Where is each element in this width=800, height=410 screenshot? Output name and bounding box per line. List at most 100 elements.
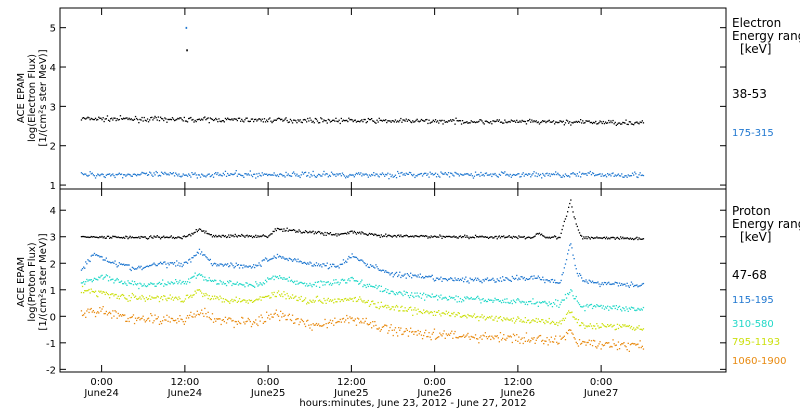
data-point	[351, 317, 353, 319]
data-point	[177, 175, 179, 177]
data-point	[115, 119, 117, 122]
data-point	[240, 235, 242, 237]
data-point	[428, 275, 430, 277]
data-point	[283, 119, 285, 122]
data-point	[638, 174, 640, 176]
data-point	[145, 319, 148, 322]
data-point	[551, 341, 554, 343]
data-point	[312, 323, 314, 325]
data-point	[253, 235, 255, 238]
proton-legend-unit: [keV]	[740, 230, 771, 244]
data-point	[80, 310, 83, 312]
data-point	[568, 310, 570, 312]
data-point	[233, 173, 235, 175]
data-point	[94, 236, 97, 238]
data-point	[474, 317, 477, 319]
data-point	[641, 329, 643, 331]
data-point	[513, 278, 516, 280]
data-point	[615, 328, 617, 330]
data-point	[346, 119, 348, 122]
data-point	[536, 277, 538, 279]
data-point	[133, 322, 136, 325]
data-point	[186, 121, 189, 123]
data-point	[194, 290, 196, 292]
data-point	[127, 300, 129, 302]
data-point	[287, 230, 289, 232]
data-point	[198, 228, 201, 230]
data-point	[569, 121, 571, 123]
data-point	[557, 122, 559, 124]
data-point	[181, 175, 183, 177]
data-point	[624, 237, 626, 239]
data-point	[635, 237, 637, 239]
data-point	[552, 281, 555, 283]
data-point	[562, 120, 564, 122]
data-point	[539, 234, 542, 236]
data-point	[232, 119, 234, 121]
data-point	[620, 344, 622, 346]
data-point	[222, 298, 224, 300]
data-point	[465, 335, 467, 337]
data-point	[129, 174, 131, 176]
data-point	[221, 120, 223, 122]
data-point	[598, 343, 600, 345]
data-point	[151, 264, 153, 266]
data-point	[149, 119, 151, 121]
data-point	[523, 301, 525, 303]
data-point	[625, 237, 627, 240]
data-point	[453, 333, 455, 335]
data-point	[328, 321, 331, 324]
data-point	[130, 175, 132, 177]
data-point	[195, 314, 197, 316]
data-point	[368, 283, 371, 285]
data-point	[157, 236, 159, 238]
data-point	[516, 236, 518, 239]
data-point	[245, 173, 247, 175]
data-point	[497, 337, 499, 339]
data-point	[91, 290, 93, 293]
data-point	[192, 316, 194, 318]
data-point	[97, 236, 99, 239]
data-point	[301, 319, 303, 322]
data-point	[176, 118, 178, 121]
data-point	[105, 274, 107, 276]
data-point	[615, 237, 617, 239]
data-point	[545, 173, 547, 175]
data-point	[589, 170, 591, 173]
data-point	[320, 264, 322, 266]
data-point	[145, 296, 148, 299]
data-point	[186, 315, 189, 317]
data-point	[622, 324, 624, 326]
data-point	[129, 235, 131, 237]
data-point	[362, 318, 364, 320]
data-point	[110, 262, 112, 264]
data-point	[609, 306, 611, 308]
data-point	[567, 312, 569, 314]
data-point	[601, 343, 603, 346]
data-point	[620, 284, 622, 286]
data-point	[342, 259, 345, 261]
data-point	[307, 262, 309, 264]
data-point	[181, 265, 183, 268]
data-point	[470, 315, 472, 317]
data-point	[375, 324, 377, 326]
data-point	[220, 323, 222, 326]
data-point	[576, 300, 578, 302]
data-point	[502, 122, 504, 124]
data-point	[188, 173, 190, 175]
data-point	[358, 172, 360, 174]
data-point	[208, 259, 210, 261]
data-point	[537, 305, 539, 307]
data-point	[349, 257, 351, 259]
data-point	[291, 314, 294, 316]
data-point	[636, 121, 638, 123]
data-point	[122, 314, 124, 316]
data-point	[295, 231, 297, 233]
data-point	[163, 173, 165, 175]
data-point	[258, 284, 260, 286]
data-point	[93, 311, 96, 314]
data-point	[639, 238, 641, 240]
data-point	[440, 120, 442, 122]
data-point	[522, 320, 524, 322]
data-point	[506, 173, 508, 175]
